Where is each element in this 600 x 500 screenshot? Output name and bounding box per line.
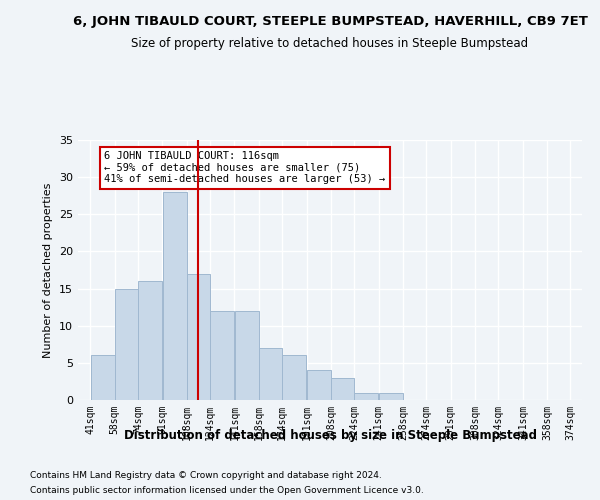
Text: Contains HM Land Registry data © Crown copyright and database right 2024.: Contains HM Land Registry data © Crown c… — [30, 471, 382, 480]
Bar — [210, 311, 234, 400]
Bar — [235, 311, 259, 400]
Bar — [163, 192, 187, 400]
Bar — [138, 281, 162, 400]
Text: Distribution of detached houses by size in Steeple Bumpstead: Distribution of detached houses by size … — [124, 428, 536, 442]
Y-axis label: Number of detached properties: Number of detached properties — [43, 182, 53, 358]
Bar — [115, 288, 137, 400]
Text: 6 JOHN TIBAULD COURT: 116sqm
← 59% of detached houses are smaller (75)
41% of se: 6 JOHN TIBAULD COURT: 116sqm ← 59% of de… — [104, 151, 385, 184]
Text: Contains public sector information licensed under the Open Government Licence v3: Contains public sector information licen… — [30, 486, 424, 495]
Bar — [331, 378, 354, 400]
Bar — [282, 356, 307, 400]
Bar — [187, 274, 210, 400]
Bar — [307, 370, 331, 400]
Bar — [259, 348, 282, 400]
Text: Size of property relative to detached houses in Steeple Bumpstead: Size of property relative to detached ho… — [131, 38, 529, 51]
Bar — [355, 392, 379, 400]
Bar — [379, 392, 403, 400]
Text: 6, JOHN TIBAULD COURT, STEEPLE BUMPSTEAD, HAVERHILL, CB9 7ET: 6, JOHN TIBAULD COURT, STEEPLE BUMPSTEAD… — [73, 15, 587, 28]
Bar — [91, 356, 115, 400]
